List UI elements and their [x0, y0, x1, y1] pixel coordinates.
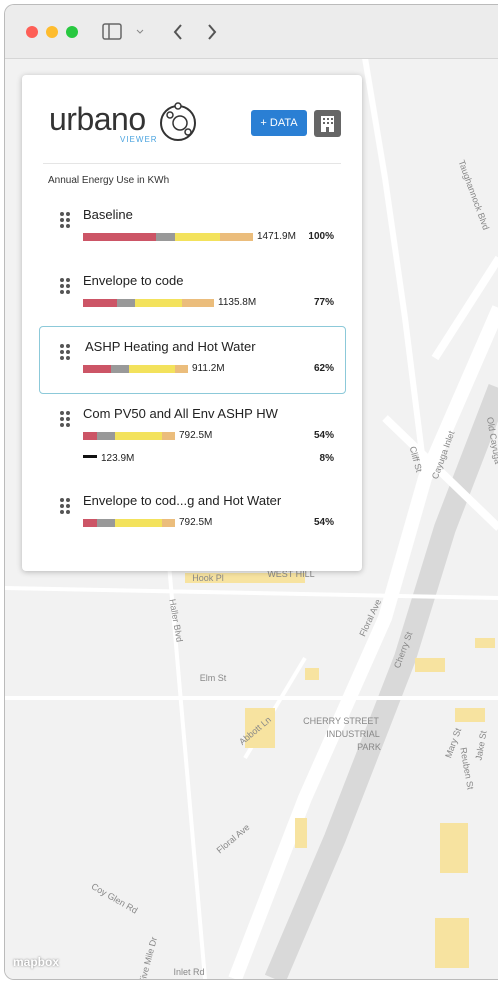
bar-segment — [83, 233, 156, 241]
scenario-name[interactable]: Baseline — [83, 207, 133, 222]
bar-segment — [175, 365, 188, 373]
handle-dot — [60, 498, 64, 502]
handle-dot — [60, 284, 64, 288]
bar-segment — [135, 299, 182, 307]
handle-dot — [66, 212, 70, 216]
bar-segment — [83, 432, 97, 440]
energy-value: 911.2M — [192, 363, 225, 374]
bar-segment — [162, 432, 175, 440]
handle-dot — [66, 417, 70, 421]
scenario-name[interactable]: Com PV50 and All Env ASHP HW — [83, 406, 278, 421]
bar-segment — [156, 233, 175, 241]
handle-dot — [66, 411, 70, 415]
map-label: PARK — [357, 742, 381, 752]
selected-row — [39, 326, 346, 394]
energy-value: 123.9M — [101, 453, 135, 464]
energy-percent: 54% — [313, 430, 334, 441]
close-button[interactable] — [26, 26, 38, 38]
handle-dot — [60, 278, 64, 282]
bar-segment — [115, 432, 162, 440]
handle-dot — [66, 224, 70, 228]
handle-dot — [60, 350, 64, 354]
energy-percent: 8% — [319, 453, 334, 464]
energy-value: 1135.8M — [218, 297, 257, 308]
handle-dot — [60, 290, 64, 294]
handle-dot — [66, 356, 70, 360]
energy-value: 792.5M — [179, 517, 213, 528]
map-label: INDUSTRIAL — [326, 729, 380, 739]
energy-value: 792.5M — [179, 430, 213, 441]
bar-segment — [182, 299, 214, 307]
bar-segment — [111, 365, 129, 373]
drag-handle[interactable] — [60, 411, 70, 427]
handle-dot — [66, 423, 70, 427]
energy-percent: 100% — [308, 231, 334, 242]
energy-percent: 77% — [313, 297, 334, 308]
bar-segment — [83, 519, 97, 527]
drag-handle[interactable] — [60, 278, 70, 294]
bar-segment — [83, 299, 117, 307]
handle-dot — [66, 218, 70, 222]
bar-segment — [97, 519, 115, 527]
bar-segment — [117, 299, 135, 307]
handle-dot — [60, 417, 64, 421]
bar-segment — [115, 519, 162, 527]
handle-dot — [60, 411, 64, 415]
bar-segment — [97, 432, 115, 440]
zoom-button[interactable] — [66, 26, 78, 38]
map-label: Hook Pl — [192, 573, 224, 583]
toolbar-icons — [102, 23, 217, 40]
energy-percent: 62% — [313, 363, 334, 374]
handle-dot — [60, 356, 64, 360]
handle-dot — [60, 510, 64, 514]
scenario-name[interactable]: ASHP Heating and Hot Water — [85, 339, 256, 354]
handle-dot — [66, 510, 70, 514]
energy-value: 1471.9M — [257, 231, 296, 242]
handle-dot — [66, 284, 70, 288]
scenario-panel: urbano VIEWER + DATA Annual Energy Use i… — [22, 75, 362, 571]
subtitle: Annual Energy Use in KWh — [48, 175, 170, 186]
handle-dot — [60, 504, 64, 508]
logo-sub: VIEWER — [120, 135, 158, 144]
map-label: Inlet Rd — [173, 967, 204, 977]
logo: urbano — [49, 101, 146, 137]
handle-dot — [60, 423, 64, 427]
handle-dot — [60, 224, 64, 228]
minimize-button[interactable] — [46, 26, 58, 38]
handle-dot — [66, 344, 70, 348]
map-label: Elm St — [200, 673, 227, 683]
handle-dot — [60, 212, 64, 216]
energy-percent: 54% — [313, 517, 334, 528]
bar-segment — [162, 519, 175, 527]
bar-segment — [220, 233, 253, 241]
bar-segment — [129, 365, 175, 373]
bar-segment — [175, 233, 220, 241]
bar-segment — [83, 455, 97, 458]
handle-dot — [66, 350, 70, 354]
drag-handle[interactable] — [60, 212, 70, 228]
map-attribution[interactable]: mapbox — [13, 955, 60, 969]
handle-dot — [66, 504, 70, 508]
map-label: CHERRY STREET — [303, 716, 379, 726]
scenario-name[interactable]: Envelope to cod...g and Hot Water — [83, 493, 282, 508]
handle-dot — [66, 278, 70, 282]
handle-dot — [60, 344, 64, 348]
handle-dot — [60, 218, 64, 222]
add-data-button[interactable]: + DATA — [251, 110, 307, 136]
scenario-name[interactable]: Envelope to code — [83, 273, 184, 288]
drag-handle[interactable] — [60, 344, 70, 360]
browser-window: Taughannock Blvd Cliff St Cayuga Inlet Hook… — [4, 4, 498, 980]
bar-segment — [83, 365, 111, 373]
buildings-button[interactable] — [314, 110, 341, 137]
handle-dot — [66, 498, 70, 502]
title-bar — [5, 5, 498, 59]
map-label: WEST HILL — [267, 569, 314, 579]
divider — [43, 163, 341, 164]
drag-handle[interactable] — [60, 498, 70, 514]
handle-dot — [66, 290, 70, 294]
logo-icon — [160, 102, 196, 141]
